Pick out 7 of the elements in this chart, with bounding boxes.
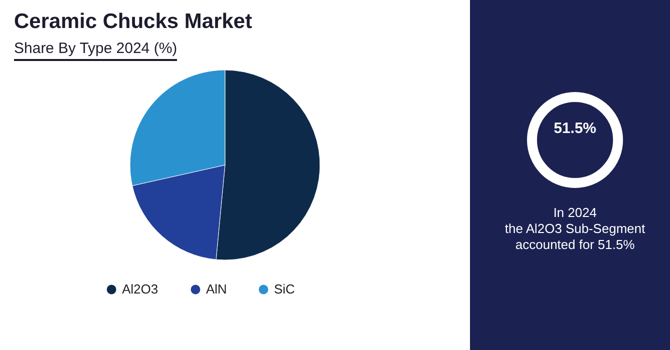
chart-subtitle: Share By Type 2024 (%) — [14, 40, 178, 61]
chart-title: Ceramic Chucks Market — [14, 10, 252, 34]
text: 51.5% — [552, 120, 598, 137]
text: In 2024 the Al2O3 Sub-Segment accounted for 51.5% — [504, 205, 646, 253]
legend-label: Al2O3 — [122, 282, 158, 297]
legend-label: AlN — [206, 282, 227, 297]
legend-label: SiC — [274, 282, 295, 297]
